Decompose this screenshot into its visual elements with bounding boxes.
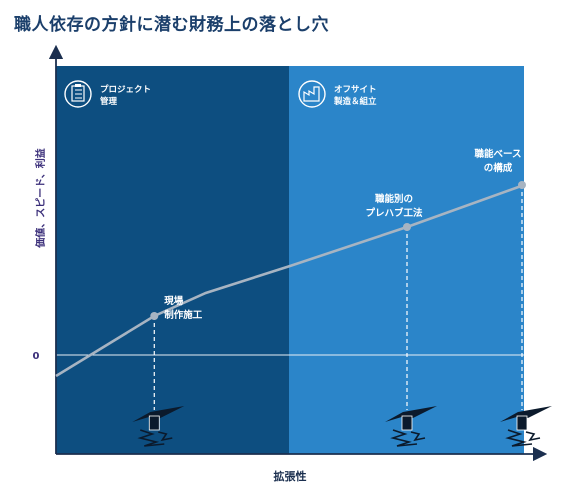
factory-shape [303, 86, 320, 102]
factory-icon [298, 80, 326, 108]
icon-ring [298, 80, 326, 108]
annotation-1-line1: 現場 [164, 295, 184, 307]
pitfall-crack-2 [158, 431, 173, 442]
pitfall-crack [137, 429, 165, 447]
x-axis-label: 拡張性 [274, 469, 307, 483]
pitfall-ledge [132, 406, 185, 422]
pitfall-icon [385, 406, 437, 447]
pitfall-figure [401, 415, 413, 431]
pitfall-crack [505, 429, 533, 447]
region-label-2-line2: 製造＆組立 [333, 96, 377, 107]
region-label-1-line1: プロジェクト [100, 84, 151, 95]
annotation-3-line1: 職能ベース [474, 148, 521, 160]
y-tick-label: 0 [33, 351, 40, 362]
region-label-1-line2: 管理 [100, 96, 118, 107]
pitfall-crack-2 [410, 431, 426, 442]
pitfall-icon [500, 406, 552, 447]
annotation-2-line1: 職能別の [375, 193, 413, 205]
clipboard-clip [75, 84, 81, 87]
pitfall-crack [390, 429, 418, 447]
data-point-2 [403, 223, 411, 231]
series-line [55, 183, 525, 378]
region-label-2-line1: オフサイト [334, 85, 377, 95]
clipboard-icon [64, 80, 92, 108]
data-point-3 [518, 181, 526, 189]
pitfall-ledge [385, 406, 437, 422]
data-point-1 [150, 312, 159, 320]
pitfall-crack-2 [525, 431, 541, 442]
chart-title: 職人依存の方針に潜む財務上の落とし穴 [14, 15, 329, 35]
pitfall-figure [148, 415, 160, 431]
pitfall-ledge [500, 406, 552, 422]
panel-project-management [56, 66, 289, 454]
annotation-3-line2: の構成 [484, 162, 513, 174]
y-axis-label: 価値、スピード、利益 [34, 148, 47, 249]
pitfall-icon [132, 406, 185, 447]
pitfall-figure [516, 415, 528, 431]
annotation-1-line2: 制作施工 [164, 309, 203, 321]
icon-ring [64, 80, 92, 108]
annotation-2-line2: プレハブ工法 [365, 207, 423, 219]
